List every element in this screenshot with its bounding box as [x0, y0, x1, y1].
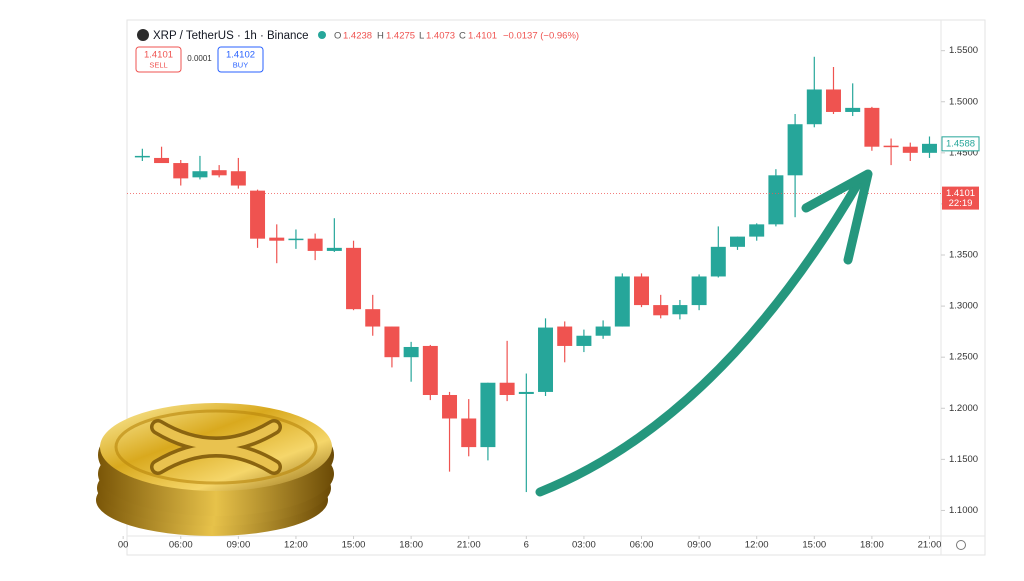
trend-arrow-head: [801, 169, 873, 265]
current-price-tag: [942, 186, 979, 210]
candle-body: [346, 247, 362, 310]
spread: 0.0001: [187, 54, 212, 63]
ohlc-value: 1.4101: [468, 31, 497, 42]
x-tick-label: 09:00: [226, 540, 250, 551]
y-tick-label: 1.1000: [949, 505, 978, 516]
y-tick-label: 1.1500: [949, 454, 978, 465]
x-tick-label: 06:00: [630, 540, 654, 551]
buy-label: BUY: [233, 60, 248, 69]
candle-body: [307, 238, 323, 251]
x-tick-label: 00: [118, 540, 129, 551]
candle-body: [576, 335, 592, 346]
candle-body: [691, 276, 707, 306]
candle-body: [768, 175, 784, 225]
ohlc-label: L: [419, 31, 424, 42]
candle-body: [192, 171, 208, 178]
countdown: 22:19: [949, 198, 973, 209]
x-tick-label: 12:00: [745, 540, 769, 551]
x-tick-label: 12:00: [284, 540, 308, 551]
candle-body: [384, 326, 400, 358]
candle-body: [134, 155, 150, 158]
symbol-icon: [137, 29, 149, 41]
y-tick-label: 1.3500: [949, 250, 978, 261]
candle-body: [634, 276, 649, 306]
y-tick-label: 1.5500: [949, 45, 978, 56]
candle-body: [806, 89, 822, 125]
candle-body: [288, 238, 304, 241]
candle-body: [902, 146, 918, 153]
candle-body: [653, 305, 669, 316]
x-tick-label: 18:00: [860, 540, 884, 551]
candle-body: [826, 89, 841, 112]
x-tick-label: 06:00: [169, 540, 193, 551]
trend-arrow: [535, 175, 865, 497]
candle-body: [749, 224, 765, 237]
sell-label: SELL: [149, 60, 167, 69]
candle-body: [518, 391, 534, 394]
current-price-label: 1.4101: [946, 188, 975, 199]
y-tick-label: 1.4500: [949, 147, 978, 158]
status-dot: [318, 31, 326, 39]
ohlc-value: 1.4275: [386, 31, 415, 42]
candle-body: [422, 345, 438, 395]
candle-body: [461, 418, 477, 448]
candle-body: [538, 327, 554, 392]
x-tick-label: 15:00: [342, 540, 366, 551]
y-tick-label: 1.2000: [949, 403, 978, 414]
candle-body: [230, 171, 246, 186]
sell-button[interactable]: [135, 46, 182, 73]
candle-body: [211, 170, 227, 176]
candle-body: [845, 107, 861, 112]
x-tick-label: 21:00: [457, 540, 481, 551]
candle-body: [921, 143, 937, 153]
x-tick-label: 6: [524, 540, 529, 551]
candle-body: [365, 309, 381, 327]
candle-body: [557, 326, 573, 346]
ohlc-label: O: [334, 31, 341, 42]
ohlc-label: H: [377, 31, 384, 42]
candle-body: [154, 157, 170, 164]
last-price-label: 1.4588: [946, 138, 975, 149]
candle-body: [672, 305, 688, 315]
candle-body: [787, 124, 803, 176]
candle-body: [595, 326, 611, 336]
x-tick-label: 09:00: [687, 540, 711, 551]
symbol: XRP / TetherUS · 1h · Binance: [153, 30, 309, 42]
candle-body: [403, 346, 419, 358]
coin: [96, 403, 334, 536]
candle-body: [173, 163, 189, 179]
candle-body: [326, 247, 342, 251]
buy-button[interactable]: [217, 46, 264, 73]
candle-body: [864, 107, 880, 147]
last-price-tag: [941, 136, 980, 152]
ohlc-label: C: [459, 31, 466, 42]
x-tick-label: 21:00: [918, 540, 942, 551]
candle-body: [710, 246, 726, 277]
x-tick-label: 03:00: [572, 540, 596, 551]
candle-body: [269, 237, 285, 241]
sell-price: 1.4101: [144, 50, 173, 61]
ohlc-value: 1.4238: [343, 31, 372, 42]
candle-body: [480, 382, 496, 448]
y-tick-label: 1.5000: [949, 96, 978, 107]
candle-body: [499, 382, 515, 395]
y-tick-label: 1.3000: [949, 301, 978, 312]
candle-body: [442, 394, 458, 419]
candle-body: [730, 236, 745, 247]
settings-icon[interactable]: [956, 540, 966, 550]
y-tick-label: 1.2500: [949, 352, 978, 363]
candle-body: [614, 276, 630, 327]
x-tick-label: 18:00: [399, 540, 423, 551]
x-tick-label: 15:00: [802, 540, 826, 551]
buy-price: 1.4102: [226, 50, 255, 61]
candle-body: [883, 145, 899, 148]
change: −0.0137 (−0.96%): [503, 31, 579, 42]
ohlc-value: 1.4073: [426, 31, 455, 42]
candle-body: [250, 190, 266, 239]
